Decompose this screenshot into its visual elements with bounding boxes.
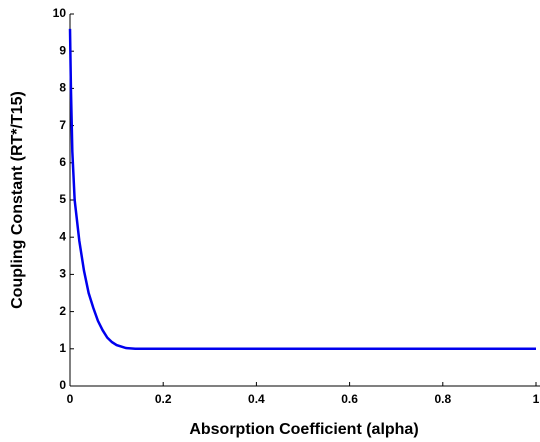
y-tick-label: 7 xyxy=(59,118,66,132)
y-axis-title: Coupling Constant (RT*/T15) xyxy=(9,91,26,309)
x-tick-label: 0.8 xyxy=(434,392,451,406)
y-tick-label: 1 xyxy=(59,341,66,355)
x-tick-label: 0 xyxy=(67,392,74,406)
y-tick-label: 4 xyxy=(59,229,66,243)
x-axis-title: Absorption Coefficient (alpha) xyxy=(189,421,418,438)
y-tick-label: 5 xyxy=(59,192,66,206)
x-tick-label: 1 xyxy=(533,392,540,406)
line-series xyxy=(68,28,536,351)
y-tick-label: 0 xyxy=(59,378,66,392)
x-tick-label: 0.4 xyxy=(248,392,265,406)
x-tick-label: 0.2 xyxy=(155,392,172,406)
y-tick-label: 6 xyxy=(59,155,66,169)
y-tick-label: 9 xyxy=(59,43,66,57)
y-tick-label: 3 xyxy=(59,267,66,281)
y-tick-label: 8 xyxy=(59,81,66,95)
y-tick-label: 2 xyxy=(59,304,66,318)
x-tick-label: 0.6 xyxy=(341,392,358,406)
y-tick-label: 10 xyxy=(53,6,67,20)
